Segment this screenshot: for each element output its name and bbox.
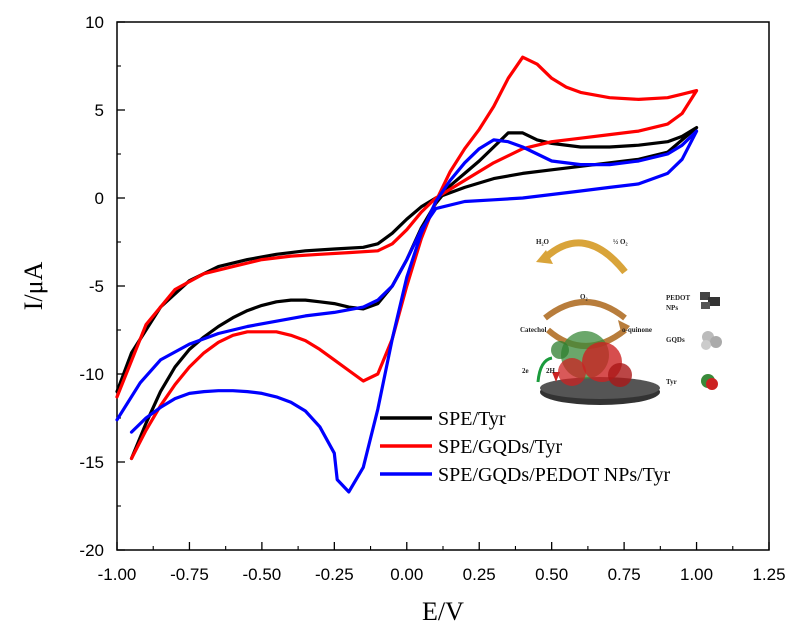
inset-label-nps: NPs	[666, 304, 678, 312]
x-tick-label: 0.75	[608, 565, 641, 584]
x-tick-label: -0.75	[170, 565, 209, 584]
inset-label-tyr: Tyr	[666, 378, 677, 386]
y-tick-label: 5	[95, 101, 104, 120]
legend-label-2: SPE/GQDs/PEDOT NPs/Tyr	[438, 464, 670, 486]
inset-label-2e: 2e	[522, 367, 529, 375]
inset-label-half-o2: ½ O₂	[613, 238, 628, 246]
inset-arrow-top	[542, 239, 628, 275]
inset-arrowhead-right-icon	[618, 320, 630, 336]
series-layer	[115, 55, 699, 494]
x-tick-label: 0.25	[463, 565, 496, 584]
x-tick-label: -0.50	[243, 565, 282, 584]
inset-arrowhead-top-icon	[536, 250, 553, 264]
inset-label-o2: O₂	[580, 293, 588, 301]
y-axis-title: I/μA	[19, 261, 48, 310]
inset-label-gqds: GQDs	[666, 336, 685, 344]
inset-label-quinone: o-quinone	[622, 326, 652, 334]
x-tick-label: -0.25	[315, 565, 354, 584]
x-tick-label: 1.00	[680, 565, 713, 584]
gqd-icon	[701, 331, 722, 350]
x-tick-label: -1.00	[98, 565, 137, 584]
x-tick-label: 0.00	[390, 565, 423, 584]
axis-ticks	[116, 21, 770, 551]
series-line-0	[115, 126, 699, 461]
y-tick-label: 0	[95, 189, 104, 208]
y-tick-label: -15	[79, 453, 104, 472]
inset-label-catechol: Catechol	[520, 326, 546, 334]
inset-electron-arrow-icon	[536, 356, 553, 383]
x-tick-label: 0.50	[535, 565, 568, 584]
y-tick-labels: 10 5 0 -5 -10 -15 -20	[79, 13, 104, 560]
x-axis-title: E/V	[422, 597, 464, 626]
inset-proton-arrow-icon	[552, 372, 560, 382]
inset-enzyme	[551, 331, 632, 387]
series-line-1	[115, 55, 699, 461]
inset-arrow-left	[543, 299, 627, 321]
x-tick-label: 1.25	[752, 565, 785, 584]
y-tick-label: -20	[79, 541, 104, 560]
inset-label-2h: 2H	[546, 367, 556, 375]
legend-label-0: SPE/Tyr	[438, 408, 506, 430]
y-tick-label: -5	[89, 277, 104, 296]
legend: SPE/Tyr SPE/GQDs/Tyr SPE/GQDs/PEDOT NPs/Ty…	[380, 408, 670, 486]
pedot-np-icon	[700, 292, 720, 309]
tyr-enzyme-icon	[701, 374, 718, 390]
x-tick-labels: -1.00 -0.75 -0.50 -0.25 0.00 0.25 0.50 0.75 1.00…	[98, 565, 786, 584]
series-line-2	[115, 129, 699, 494]
inset-label-pedot: PEDOT	[666, 294, 690, 302]
inset-label-h2o: H₂O	[536, 238, 550, 246]
y-tick-label: 10	[85, 13, 104, 32]
legend-label-1: SPE/GQDs/Tyr	[438, 436, 563, 458]
mechanism-inset: H₂O ½ O₂ O₂ Catechol o-quinone 2e 2H PED…	[520, 238, 722, 405]
y-tick-label: -10	[79, 365, 104, 384]
